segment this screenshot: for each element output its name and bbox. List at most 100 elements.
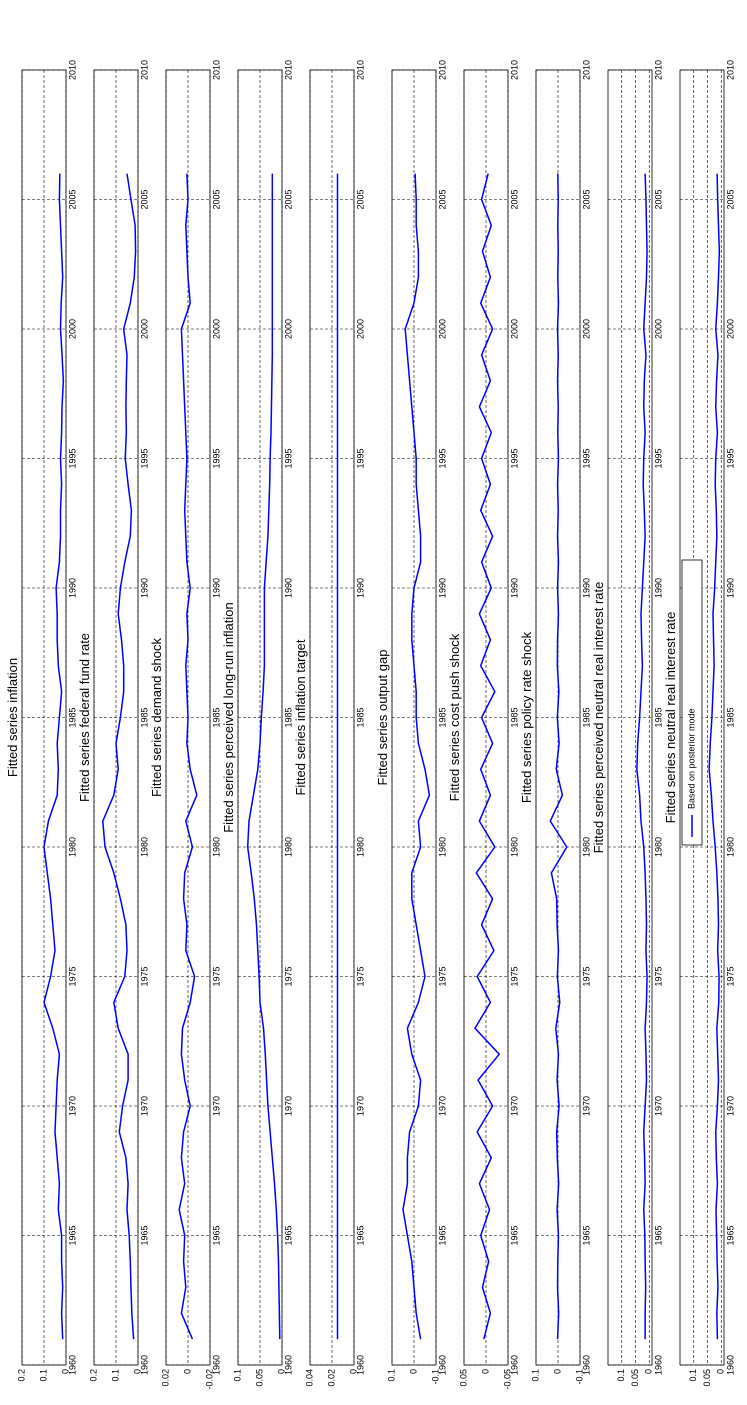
x-tick-label: 1960 — [509, 1355, 519, 1375]
x-tick-label: 1975 — [437, 966, 447, 986]
x-tick-label: 1995 — [211, 448, 221, 468]
x-tick-label: 1995 — [725, 448, 735, 468]
x-tick-label: 1960 — [211, 1355, 221, 1375]
x-tick-label: 1960 — [581, 1355, 591, 1375]
plot-frame — [607, 69, 653, 1366]
x-tick-label: 1990 — [211, 578, 221, 598]
x-tick-label: 1990 — [139, 578, 149, 598]
x-tick-label: 1990 — [725, 578, 735, 598]
plot-frame — [463, 69, 509, 1366]
x-tick-label: 2005 — [67, 189, 77, 209]
x-tick-label: 2010 — [725, 60, 735, 80]
x-tick-label: 2010 — [653, 60, 663, 80]
x-tick-label: 2005 — [653, 189, 663, 209]
x-tick-label: 1965 — [437, 1225, 447, 1245]
y-tick-label: -0.1 — [574, 1369, 584, 1385]
x-tick-label: 1985 — [211, 707, 221, 727]
x-tick-label: 1990 — [509, 578, 519, 598]
y-tick-label: -0.05 — [502, 1369, 512, 1390]
x-tick-label: 1995 — [355, 448, 365, 468]
x-tick-label: 2005 — [283, 189, 293, 209]
x-tick-label: 2000 — [67, 319, 77, 339]
chart-title: Fitted series output gap — [375, 650, 390, 786]
x-tick-label: 1980 — [67, 837, 77, 857]
x-tick-label: 1980 — [725, 837, 735, 857]
chart-title: Fitted series neutral real interest rate — [663, 612, 678, 824]
data-line — [43, 173, 65, 1340]
x-tick-label: 2010 — [67, 60, 77, 80]
plot-frame — [237, 69, 283, 1366]
x-tick-label: 1980 — [355, 837, 365, 857]
x-tick-label: 1980 — [139, 837, 149, 857]
y-tick-label: 0.1 — [232, 1369, 242, 1382]
x-tick-label: 1970 — [725, 1096, 735, 1116]
x-tick-label: 2005 — [509, 189, 519, 209]
x-tick-label: 1970 — [211, 1096, 221, 1116]
y-tick-label: 0.05 — [254, 1369, 264, 1387]
x-tick-label: 1985 — [509, 707, 519, 727]
data-line — [636, 173, 648, 1340]
x-tick-label: 1960 — [355, 1355, 365, 1375]
x-tick-label: 1965 — [509, 1225, 519, 1245]
y-tick-label: 0.1 — [616, 1369, 626, 1382]
plot-frame — [165, 69, 211, 1366]
x-tick-label: 1965 — [653, 1225, 663, 1245]
y-tick-label: 0 — [276, 1369, 286, 1374]
x-tick-label: 2010 — [139, 60, 149, 80]
x-tick-label: 1985 — [283, 707, 293, 727]
x-tick-label: 1975 — [139, 966, 149, 986]
chart-title: Fitted series inflation target — [293, 639, 308, 795]
x-tick-label: 1965 — [139, 1225, 149, 1245]
y-tick-label: 0 — [480, 1369, 490, 1374]
x-tick-label: 1980 — [509, 837, 519, 857]
x-tick-label: 1985 — [437, 707, 447, 727]
y-tick-label: 0 — [182, 1369, 192, 1374]
data-line — [102, 173, 137, 1340]
y-tick-label: -0.1 — [430, 1369, 440, 1385]
y-tick-label: 0.1 — [38, 1369, 48, 1382]
y-tick-label: 0 — [408, 1369, 418, 1374]
x-tick-label: 1995 — [437, 448, 447, 468]
x-tick-label: 1980 — [437, 837, 447, 857]
x-tick-label: 1970 — [581, 1096, 591, 1116]
x-tick-label: 1975 — [581, 966, 591, 986]
plot-frame — [679, 69, 725, 1366]
x-tick-label: 2000 — [581, 319, 591, 339]
x-tick-label: 1995 — [139, 448, 149, 468]
y-tick-label: 0.04 — [304, 1369, 314, 1387]
y-tick-label: 0.1 — [110, 1369, 120, 1382]
x-tick-label: 1985 — [67, 707, 77, 727]
data-line — [178, 173, 198, 1340]
y-tick-label: 0.2 — [88, 1369, 98, 1382]
y-tick-label: 0.02 — [326, 1369, 336, 1387]
y-tick-label: 0 — [644, 1369, 654, 1374]
x-tick-label: 1960 — [283, 1355, 293, 1375]
chart-title: Fitted series perceived neutral real int… — [591, 582, 606, 854]
x-tick-label: 1980 — [283, 837, 293, 857]
plot-frame — [93, 69, 139, 1366]
x-tick-label: 2005 — [581, 189, 591, 209]
x-tick-label: 2005 — [355, 189, 365, 209]
x-tick-label: 2000 — [211, 319, 221, 339]
x-tick-label: 1960 — [139, 1355, 149, 1375]
x-tick-label: 2005 — [139, 189, 149, 209]
x-tick-label: 2005 — [725, 189, 735, 209]
x-tick-label: 1960 — [653, 1355, 663, 1375]
x-tick-label: 1990 — [67, 578, 77, 598]
chart-title: Fitted series demand shock — [149, 638, 164, 797]
y-tick-label: 0 — [132, 1369, 142, 1374]
y-tick-label: 0 — [60, 1369, 70, 1374]
x-tick-label: 2000 — [355, 319, 365, 339]
x-tick-label: 1975 — [283, 966, 293, 986]
x-tick-label: 1965 — [581, 1225, 591, 1245]
x-tick-label: 1985 — [355, 707, 365, 727]
y-tick-label: 0 — [716, 1369, 726, 1374]
data-line — [708, 173, 721, 1340]
x-tick-label: 1985 — [653, 707, 663, 727]
y-tick-label: 0.05 — [458, 1369, 468, 1387]
x-tick-label: 2000 — [283, 319, 293, 339]
y-tick-label: 0.1 — [530, 1369, 540, 1382]
x-tick-label: 1970 — [67, 1096, 77, 1116]
x-tick-label: 1985 — [725, 707, 735, 727]
x-tick-label: 1990 — [283, 578, 293, 598]
